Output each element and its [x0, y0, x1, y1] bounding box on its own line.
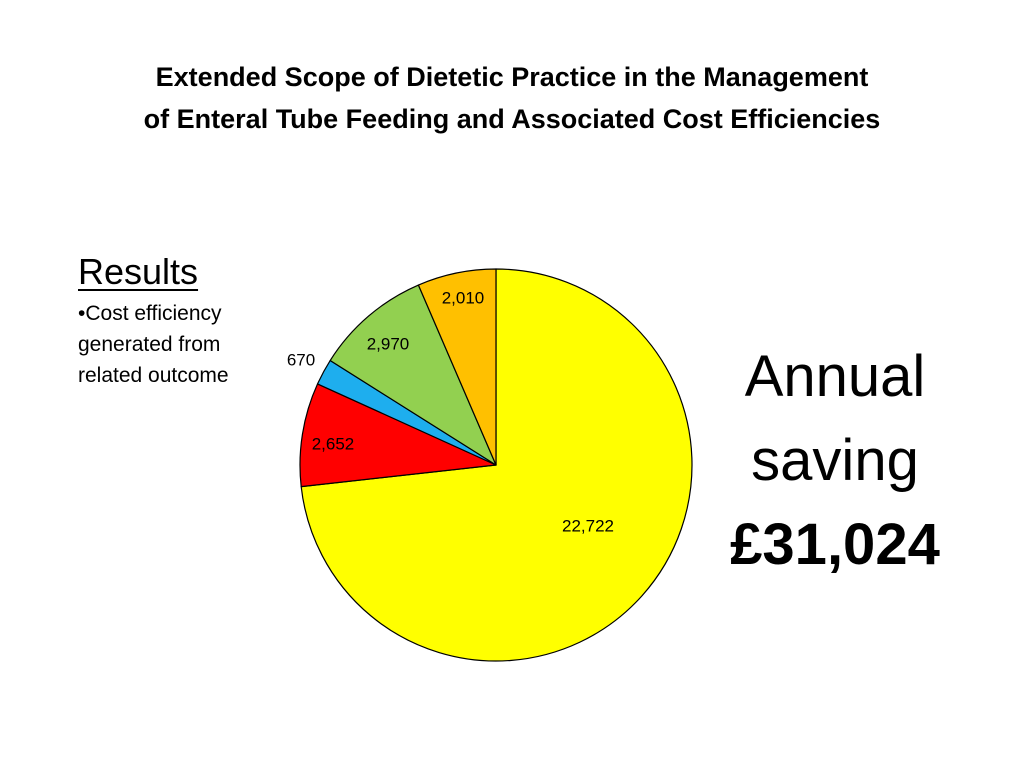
saving-line-saving: saving — [751, 428, 919, 493]
pie-slice-1 — [299, 383, 497, 488]
pie-label-0: 22,722 — [562, 517, 614, 536]
pie-slice-4 — [417, 268, 497, 466]
annual-saving-block: Annual saving £31,024 — [700, 335, 970, 587]
pie-slices — [299, 268, 693, 662]
pie-label-4: 2,010 — [442, 289, 485, 308]
slide-title-line-1: Extended Scope of Dietetic Practice in t… — [155, 62, 869, 92]
saving-line-annual: Annual — [744, 344, 926, 409]
slide-title-line-2: of Enteral Tube Feeding and Associated C… — [143, 104, 881, 134]
pie-label-2: 670 — [287, 351, 315, 370]
pie-slice-3 — [329, 284, 497, 466]
pie-label-1: 2,652 — [312, 435, 355, 454]
slide-title: Extended Scope of Dietetic Practice in t… — [62, 56, 962, 140]
saving-amount: £31,024 — [730, 512, 940, 577]
pie-label-3: 2,970 — [367, 335, 410, 354]
results-block: Results •Cost efficiency generated from … — [78, 250, 278, 391]
results-heading: Results — [78, 251, 199, 292]
results-bullet: •Cost efficiency generated from related … — [78, 302, 229, 387]
pie-labels: 22,722 2,652 670 2,970 2,010 — [287, 289, 614, 536]
